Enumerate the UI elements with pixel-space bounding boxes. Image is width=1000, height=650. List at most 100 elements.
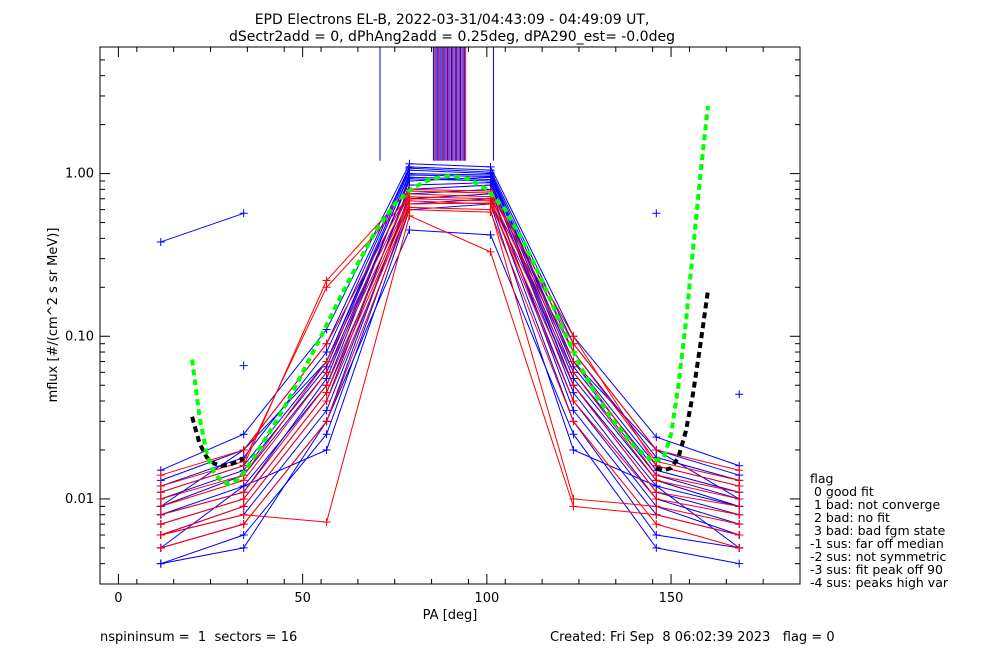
data-point-marker (239, 531, 248, 540)
data-point-marker (405, 203, 414, 212)
data-point-marker (322, 348, 331, 357)
data-point-marker (405, 226, 414, 235)
data-point-marker (735, 543, 744, 552)
legend: flag 0 good fit 1 bad: not converge 2 ba… (810, 471, 949, 590)
outlier-marker (239, 361, 248, 370)
data-point-marker (322, 357, 331, 366)
data-point-marker (569, 381, 578, 390)
legend-entry: -1 sus: far off median (810, 536, 944, 551)
spin-profile-line (160, 176, 740, 507)
spin-profile-line (160, 196, 740, 487)
spin-profile-line (160, 178, 740, 516)
fit-curve-green (190, 105, 710, 486)
x-tick-label: 0 (114, 591, 122, 606)
data-point-marker (735, 494, 744, 503)
spin-profile-line (160, 206, 740, 536)
data-point-marker (735, 520, 744, 529)
legend-entry: 3 bad: bad fgm state (810, 523, 946, 538)
data-point-marker (156, 510, 165, 519)
legend-entry: -2 sus: not symmetric (810, 549, 946, 564)
data-point-marker (569, 396, 578, 405)
data-point-marker (569, 332, 578, 341)
spin-profile-line (160, 182, 740, 536)
data-point-marker (156, 520, 165, 529)
spin-profile-line (160, 184, 740, 525)
data-point-marker (322, 445, 331, 454)
legend-entry: 2 bad: no fit (810, 510, 890, 525)
spin-profile-line (160, 190, 740, 476)
data-point-marker (569, 406, 578, 415)
data-point-marker (735, 510, 744, 519)
x-tick-label: 50 (294, 591, 311, 606)
footer-left: nspininsum = 1 sectors = 16 (100, 630, 297, 645)
legend-entry: 1 bad: not converge (810, 497, 940, 512)
spin-profile-line (160, 215, 740, 536)
chart-subtitle: dSectr2add = 0, dPhAng2add = 0.25deg, dP… (229, 29, 675, 45)
data-point-marker (156, 488, 165, 497)
data-point-marker (652, 543, 661, 552)
data-point-marker (652, 471, 661, 480)
spin-profile-line (160, 167, 740, 487)
data-point-marker (239, 543, 248, 552)
spin-profile-line (160, 166, 740, 481)
data-point-marker (735, 482, 744, 491)
data-point-marker (652, 488, 661, 497)
data-point-marker (735, 466, 744, 475)
data-point-marker (486, 230, 495, 239)
y-axis-label: mflux [#/(cm^2 s sr MeV)] (46, 228, 61, 403)
x-tick-label: 150 (659, 591, 684, 606)
data-point-marker (322, 396, 331, 405)
data-point-marker (322, 381, 331, 390)
chart-title: EPD Electrons EL-B, 2022-03-31/04:43:09 … (255, 12, 650, 28)
data-point-marker (486, 205, 495, 214)
data-point-marker (652, 433, 661, 442)
outlier-marker (652, 209, 661, 218)
legend-entry: -4 sus: peaks high var (810, 575, 949, 590)
data-point-marker (569, 417, 578, 426)
legend-entry: 0 good fit (810, 484, 874, 499)
spin-profile-line (160, 188, 740, 493)
data-point-marker (569, 430, 578, 439)
y-tick-label: 0.10 (65, 329, 94, 344)
data-point-marker (239, 502, 248, 511)
x-tick-label: 100 (474, 591, 499, 606)
data-point-marker (156, 502, 165, 511)
spin-profile-line (160, 203, 740, 549)
data-point-marker (652, 502, 661, 511)
data-point-marker (735, 531, 744, 540)
data-point-marker (652, 531, 661, 540)
data-point-marker (405, 171, 414, 180)
spin-profile-line (160, 202, 740, 525)
data-point-marker (486, 172, 495, 181)
outlier-marker (735, 390, 744, 399)
data-point-marker (405, 164, 414, 173)
legend-entry: -3 sus: fit peak off 90 (810, 562, 943, 577)
plot-frame (99, 46, 801, 585)
data-point-marker (322, 406, 331, 415)
legend-title: flag (810, 471, 833, 486)
data-point-marker (239, 510, 248, 519)
fit-curve-black (655, 290, 710, 473)
x-axis-label: PA [deg] (423, 608, 478, 623)
data-point-marker (652, 445, 661, 454)
data-point-marker (156, 531, 165, 540)
data-point-marker (486, 247, 495, 256)
data-point-marker (735, 559, 744, 568)
data-point-marker (322, 518, 331, 527)
data-point-marker (569, 388, 578, 397)
data-point-marker (322, 368, 331, 377)
data-point-marker (652, 510, 661, 519)
data-point-marker (652, 494, 661, 503)
data-point-marker (322, 388, 331, 397)
data-layer (156, 47, 744, 568)
data-point-marker (322, 276, 331, 285)
spin-profile-line (160, 169, 740, 493)
outlier-line (160, 212, 244, 243)
spin-profile-line (160, 193, 740, 536)
fit-curve-black (190, 416, 245, 468)
data-point-marker (322, 339, 331, 348)
data-point-marker (239, 520, 248, 529)
data-point-marker (569, 368, 578, 377)
data-point-marker (156, 494, 165, 503)
